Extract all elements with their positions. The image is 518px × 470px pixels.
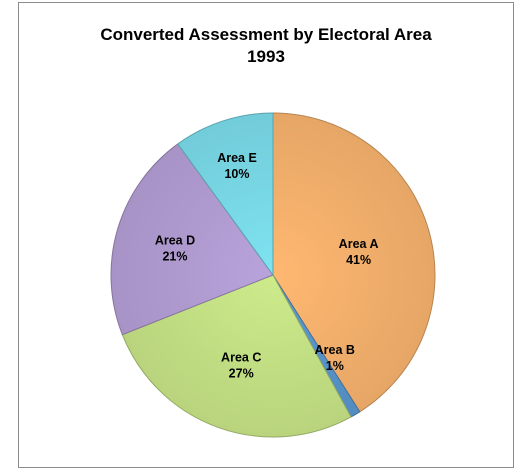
slice-percent-label: 27%	[229, 366, 254, 380]
slice-name-label: Area E	[217, 151, 257, 165]
pie-slice-area-c	[121, 274, 352, 438]
chart-subtitle-text: 1993	[247, 47, 285, 66]
slice-name-label: Area D	[155, 234, 195, 248]
slice-percent-label: 21%	[162, 250, 187, 264]
slice-name-label: Area C	[221, 350, 261, 364]
slice-name-label: Area A	[339, 237, 379, 251]
pie-labels: Area A 41% Area B 1% Area C 27% Area D 21% Area …	[155, 151, 379, 380]
pie-slice-area-d	[110, 143, 274, 336]
slice-percent-label: 10%	[224, 167, 249, 181]
pie-slice-area-a	[272, 112, 436, 413]
slice-name-label: Area B	[315, 343, 355, 357]
chart-title-text: Converted Assessment by Electoral Area	[100, 25, 432, 44]
chart-title: Converted Assessment by Electoral Area 1…	[18, 24, 514, 68]
pie-slice-area-e	[177, 112, 274, 277]
slice-percent-label: 41%	[346, 253, 371, 267]
pie-slices	[110, 112, 436, 438]
slice-percent-label: 1%	[326, 359, 344, 373]
